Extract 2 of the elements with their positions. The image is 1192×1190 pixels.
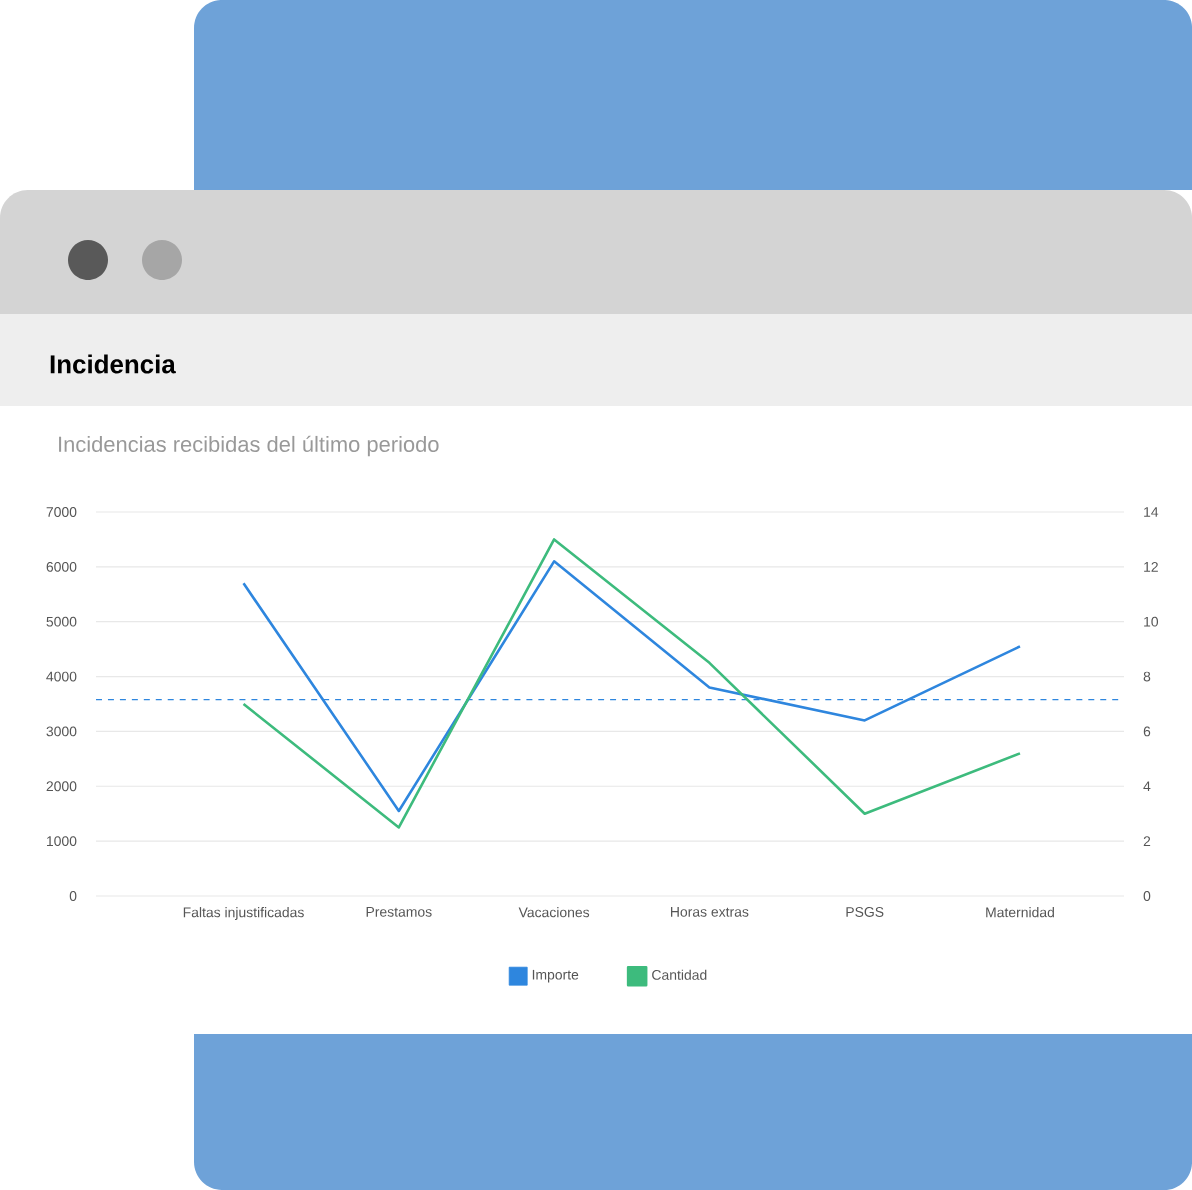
chart-title: Incidencia [50, 354, 176, 374]
chart-subtitle: Incidencias recibidas del último periodo [59, 435, 439, 457]
